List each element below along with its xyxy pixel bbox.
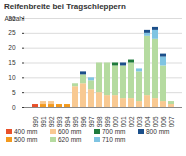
svg-text:0: 0 (12, 104, 16, 111)
svg-text:1990: 1990 (32, 116, 39, 127)
svg-text:1991: 1991 (40, 116, 47, 127)
svg-text:1997: 1997 (88, 116, 95, 127)
svg-text:2001: 2001 (120, 116, 127, 127)
svg-text:1995: 1995 (72, 116, 79, 127)
svg-text:2004: 2004 (144, 116, 151, 127)
svg-text:1993: 1993 (56, 116, 63, 127)
svg-text:2006: 2006 (160, 116, 167, 127)
svg-text:2003: 2003 (136, 116, 143, 127)
svg-text:1998: 1998 (96, 116, 103, 127)
html-text:710 mm: 710 mm (102, 135, 126, 143)
svg-text:20: 20 (8, 44, 16, 51)
svg-text:2002: 2002 (128, 116, 135, 127)
svg-text:2007: 2007 (168, 116, 175, 127)
svg-text:1994: 1994 (64, 116, 71, 127)
svg-text:2000: 2000 (112, 116, 119, 127)
html-text:620 mm: 620 mm (58, 135, 82, 143)
svg-text:25: 25 (8, 29, 16, 36)
svg-text:Anzahl: Anzahl (5, 15, 25, 22)
svg-text:2005: 2005 (152, 116, 159, 127)
html-text:800 mm: 800 mm (146, 127, 170, 135)
svg-text:1996: 1996 (80, 116, 87, 127)
svg-text:1999: 1999 (104, 116, 111, 127)
html-text:400 mm: 400 mm (14, 127, 38, 135)
html-text:700 mm: 700 mm (102, 127, 126, 135)
svg-text:1992: 1992 (48, 116, 55, 127)
html-text:500 mm: 500 mm (14, 135, 38, 143)
svg-text:10: 10 (8, 74, 16, 81)
svg-text:5: 5 (12, 89, 16, 96)
svg-text:15: 15 (8, 59, 16, 66)
html-text:600 mm: 600 mm (58, 127, 82, 135)
html-text:Reifenbreite bei Tragschlepper: Reifenbreite bei Tragschleppern (4, 2, 126, 11)
